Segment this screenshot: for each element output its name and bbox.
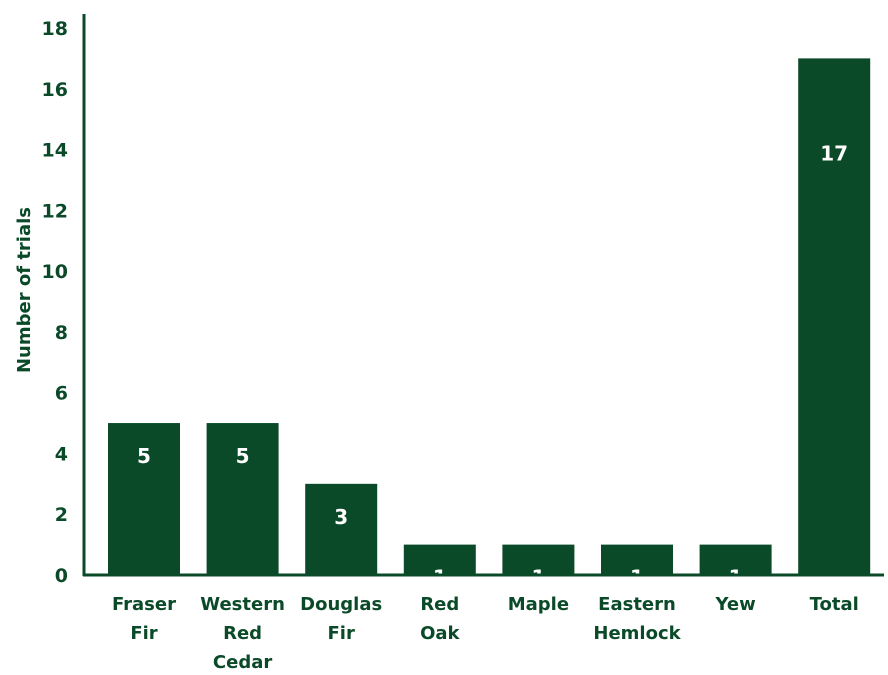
bar-value-label: 1 <box>630 566 644 590</box>
x-category-label: Yew <box>714 594 755 615</box>
bar <box>108 423 180 575</box>
x-category-label: Hemlock <box>593 623 681 644</box>
x-category-label: Fir <box>130 623 157 644</box>
bar-value-label: 17 <box>820 141 848 165</box>
y-tick-label: 10 <box>42 261 68 283</box>
y-tick-label: 2 <box>55 504 68 526</box>
x-category-label: Oak <box>420 623 460 644</box>
bar-value-label: 5 <box>137 444 151 468</box>
bar <box>502 544 575 575</box>
x-category-label: Maple <box>508 594 569 615</box>
y-axis-ticks: 0 2 4 6 8 10 12 14 16 18 <box>42 18 68 587</box>
y-tick-label: 18 <box>42 18 68 40</box>
bar-value-label: 5 <box>236 444 250 468</box>
bar-value-label: 3 <box>334 505 348 529</box>
bars <box>108 58 871 575</box>
bar <box>798 58 871 575</box>
x-category-label: Douglas <box>300 594 382 615</box>
x-category-label: Fir <box>328 623 355 644</box>
bar-value-label: 1 <box>729 566 743 590</box>
y-tick-label: 16 <box>42 79 68 101</box>
y-tick-label: 8 <box>55 322 68 344</box>
bar-value-label: 1 <box>433 566 447 590</box>
x-category-label: Red <box>420 594 459 615</box>
y-tick-label: 4 <box>55 443 68 465</box>
x-category-label: Fraser <box>112 594 176 615</box>
bar <box>601 544 673 575</box>
x-category-label: Total <box>810 594 859 615</box>
y-axis-title: Number of trials <box>14 207 35 373</box>
y-tick-label: 0 <box>55 565 68 587</box>
y-tick-label: 6 <box>55 383 68 405</box>
bar <box>305 483 378 575</box>
category-labels: Fraser Fir Western Red Cedar Douglas Fir Red Oak… <box>112 594 859 673</box>
bar-value-label: 1 <box>531 566 545 590</box>
x-category-label: Cedar <box>213 652 272 673</box>
x-category-label: Red <box>223 623 262 644</box>
x-category-label: Eastern <box>598 594 676 615</box>
y-axis-title-group: Number of trials <box>14 207 35 373</box>
bar <box>699 544 772 575</box>
bar <box>206 423 279 575</box>
x-category-label: Western <box>200 594 285 615</box>
bar <box>403 544 476 575</box>
y-tick-label: 14 <box>42 140 68 162</box>
y-tick-label: 12 <box>42 200 68 222</box>
value-labels: 5 5 3 1 1 1 1 17 <box>137 141 848 589</box>
